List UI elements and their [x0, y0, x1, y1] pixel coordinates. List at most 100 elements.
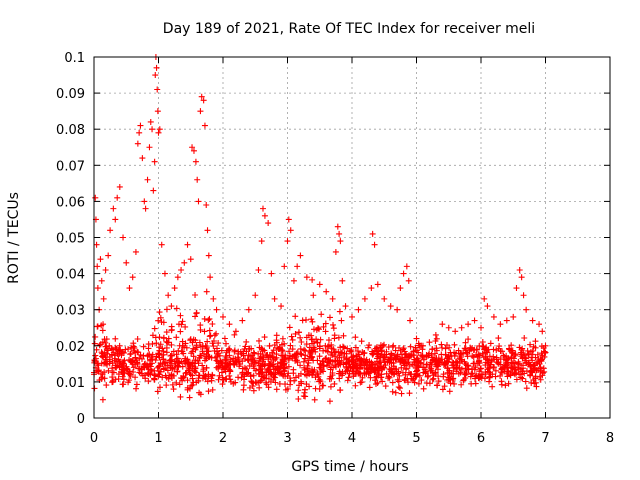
- data-point: [265, 220, 272, 227]
- x-tick-label: 6: [477, 431, 485, 446]
- data-point: [542, 349, 549, 356]
- data-point: [314, 340, 321, 347]
- data-point: [138, 356, 145, 362]
- data-point: [114, 350, 121, 357]
- data-point: [258, 238, 265, 245]
- data-point: [395, 378, 402, 385]
- data-point: [158, 319, 165, 326]
- data-point: [188, 382, 195, 389]
- data-point: [429, 369, 436, 376]
- data-point: [298, 351, 305, 358]
- data-point: [301, 366, 308, 373]
- data-point: [168, 356, 175, 363]
- data-point: [325, 337, 332, 344]
- data-point: [465, 321, 472, 328]
- data-point: [352, 358, 359, 365]
- data-point: [256, 370, 263, 377]
- data-point: [105, 367, 112, 374]
- data-point: [332, 248, 339, 255]
- data-point: [294, 263, 301, 270]
- data-point: [400, 270, 407, 277]
- data-point: [268, 270, 275, 277]
- data-point: [201, 357, 208, 364]
- data-point: [201, 328, 208, 335]
- data-point: [330, 321, 337, 328]
- data-point: [349, 313, 355, 320]
- data-point: [391, 370, 398, 377]
- data-point: [366, 384, 373, 391]
- data-point: [445, 324, 452, 331]
- data-point: [331, 380, 338, 387]
- data-point: [304, 368, 311, 375]
- data-point: [297, 252, 304, 259]
- data-point: [332, 357, 339, 364]
- data-point: [94, 263, 101, 270]
- data-point: [134, 360, 141, 367]
- data-points: [91, 54, 549, 405]
- data-point: [215, 363, 222, 370]
- data-point: [119, 381, 126, 388]
- data-point: [282, 381, 289, 388]
- data-point: [197, 326, 204, 333]
- data-point: [499, 364, 506, 371]
- y-tick-label: 0.05: [56, 232, 85, 247]
- data-point: [320, 323, 327, 330]
- data-point: [316, 281, 323, 288]
- data-point: [122, 346, 129, 353]
- data-point: [340, 344, 347, 351]
- data-point: [282, 352, 289, 359]
- data-point: [170, 386, 177, 393]
- data-point: [137, 351, 144, 358]
- data-point: [471, 366, 478, 373]
- data-point: [151, 158, 158, 165]
- data-point: [194, 357, 201, 364]
- data-point: [519, 375, 526, 382]
- data-point: [242, 343, 249, 350]
- data-point: [182, 323, 189, 330]
- data-point: [407, 317, 414, 324]
- data-point: [540, 365, 547, 372]
- data-point: [285, 363, 292, 370]
- data-point: [99, 396, 106, 403]
- data-point: [204, 348, 211, 355]
- data-point: [159, 374, 166, 381]
- data-point: [222, 357, 229, 364]
- data-point: [174, 274, 181, 281]
- data-point: [146, 144, 153, 151]
- data-point: [398, 390, 405, 397]
- data-point: [147, 356, 154, 363]
- data-point: [149, 351, 156, 358]
- data-point: [533, 360, 540, 367]
- data-point: [361, 369, 368, 376]
- data-point: [492, 373, 499, 380]
- data-point: [184, 241, 191, 248]
- data-point: [141, 364, 148, 371]
- data-point: [93, 346, 100, 353]
- data-point: [288, 333, 295, 340]
- data-point: [142, 375, 149, 382]
- data-point: [92, 352, 99, 359]
- data-point: [447, 353, 454, 360]
- data-point: [160, 356, 167, 363]
- data-point: [116, 183, 123, 190]
- data-point: [199, 342, 206, 349]
- data-point: [358, 338, 365, 345]
- data-point: [190, 336, 197, 343]
- data-point: [220, 313, 226, 320]
- data-point: [241, 364, 248, 371]
- data-point: [289, 346, 296, 353]
- data-point: [458, 350, 465, 357]
- data-point: [344, 377, 351, 384]
- data-point: [444, 376, 451, 383]
- data-point: [513, 376, 520, 383]
- data-point: [230, 380, 237, 387]
- data-point: [257, 350, 264, 357]
- data-point: [365, 368, 372, 375]
- data-point: [181, 259, 188, 266]
- data-point: [157, 314, 164, 321]
- data-point: [178, 266, 185, 273]
- data-point: [250, 349, 257, 356]
- data-point: [312, 374, 319, 381]
- data-point: [101, 336, 108, 343]
- data-point: [196, 389, 203, 396]
